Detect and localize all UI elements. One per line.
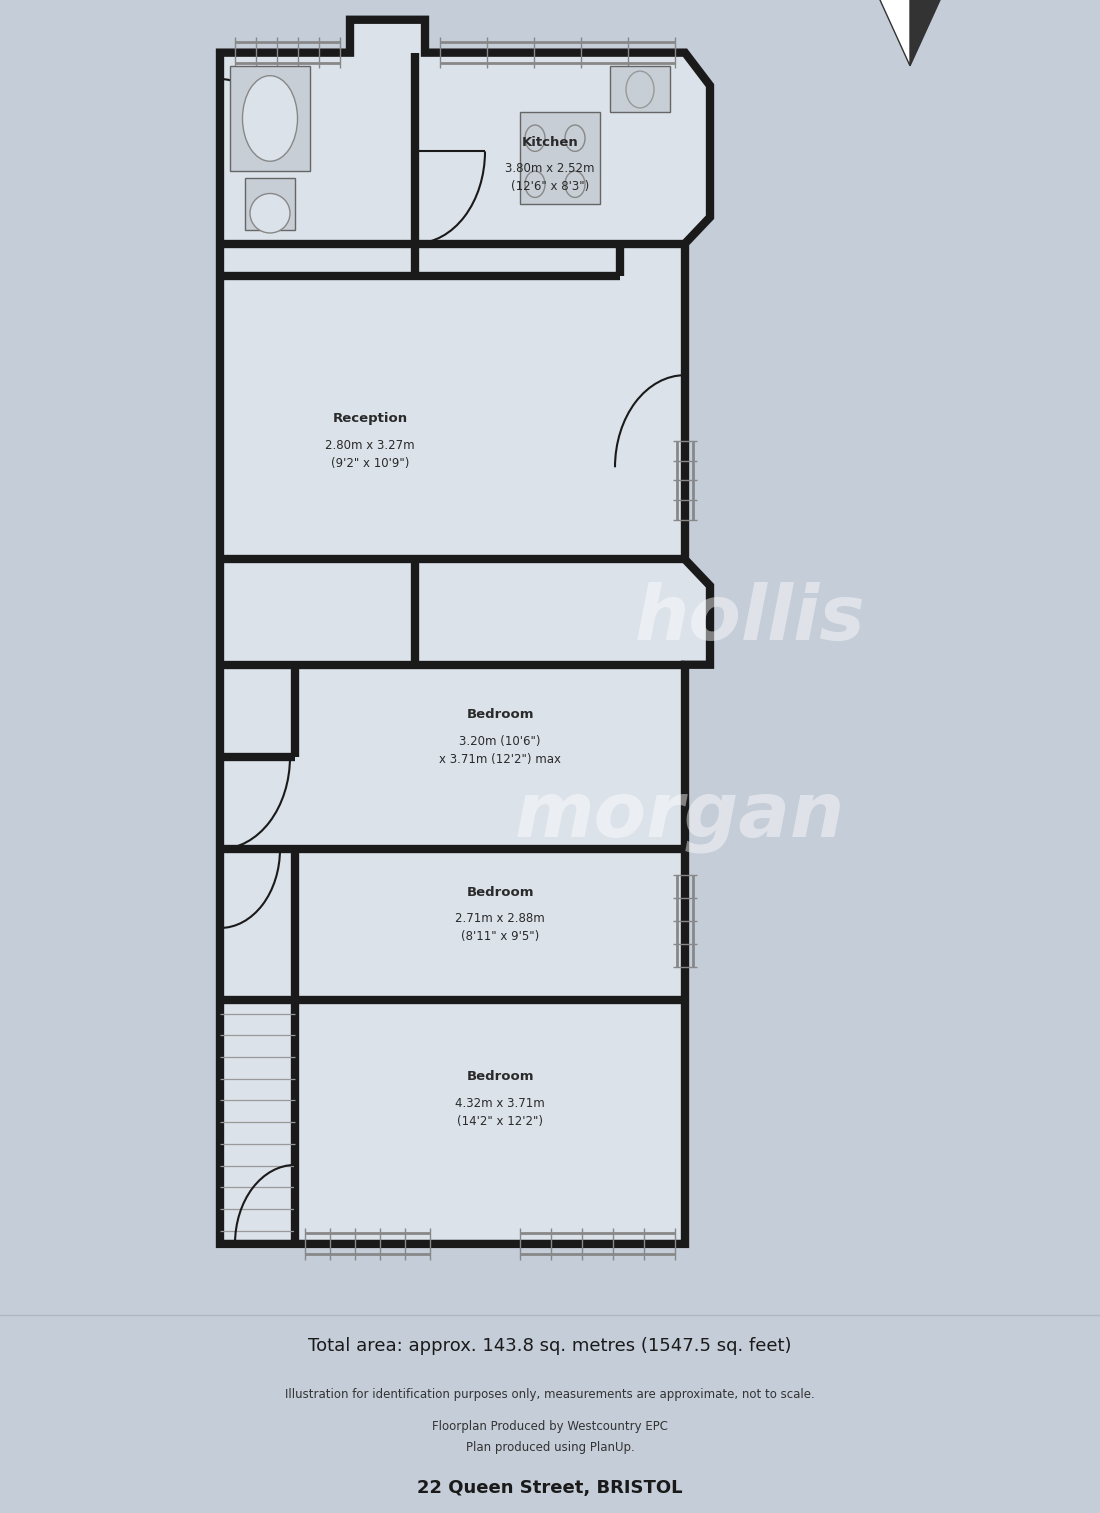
Text: morgan: morgan xyxy=(515,779,845,853)
Text: Kitchen: Kitchen xyxy=(521,136,579,148)
Polygon shape xyxy=(880,0,910,65)
Text: 4.32m x 3.71m
(14'2" x 12'2"): 4.32m x 3.71m (14'2" x 12'2") xyxy=(455,1097,544,1127)
Text: 3.80m x 2.52m
(12'6" x 8'3"): 3.80m x 2.52m (12'6" x 8'3") xyxy=(505,162,595,194)
Bar xyxy=(520,112,600,204)
Ellipse shape xyxy=(250,194,290,233)
Text: 3.20m (10'6")
x 3.71m (12'2") max: 3.20m (10'6") x 3.71m (12'2") max xyxy=(439,735,561,766)
Text: 2.71m x 2.88m
(8'11" x 9'5"): 2.71m x 2.88m (8'11" x 9'5") xyxy=(455,912,544,944)
Text: Total area: approx. 143.8 sq. metres (1547.5 sq. feet): Total area: approx. 143.8 sq. metres (15… xyxy=(308,1336,792,1354)
Text: Floorplan Produced by Westcountry EPC
Plan produced using PlanUp.: Floorplan Produced by Westcountry EPC Pl… xyxy=(432,1421,668,1454)
Text: hollis: hollis xyxy=(635,581,866,655)
Text: 2.80m x 3.27m
(9'2" x 10'9"): 2.80m x 3.27m (9'2" x 10'9") xyxy=(326,439,415,469)
Text: Bedroom: Bedroom xyxy=(466,1070,534,1083)
Polygon shape xyxy=(910,0,940,65)
Bar xyxy=(610,65,670,112)
Text: 22 Queen Street, BRISTOL: 22 Queen Street, BRISTOL xyxy=(417,1480,683,1498)
Text: Illustration for identification purposes only, measurements are approximate, not: Illustration for identification purposes… xyxy=(285,1387,815,1401)
Bar xyxy=(230,67,310,171)
Text: Bedroom: Bedroom xyxy=(466,887,534,899)
Text: Reception: Reception xyxy=(332,412,408,425)
Ellipse shape xyxy=(242,76,297,162)
Text: Bedroom: Bedroom xyxy=(466,708,534,722)
Polygon shape xyxy=(220,20,710,1244)
Bar xyxy=(245,177,295,230)
